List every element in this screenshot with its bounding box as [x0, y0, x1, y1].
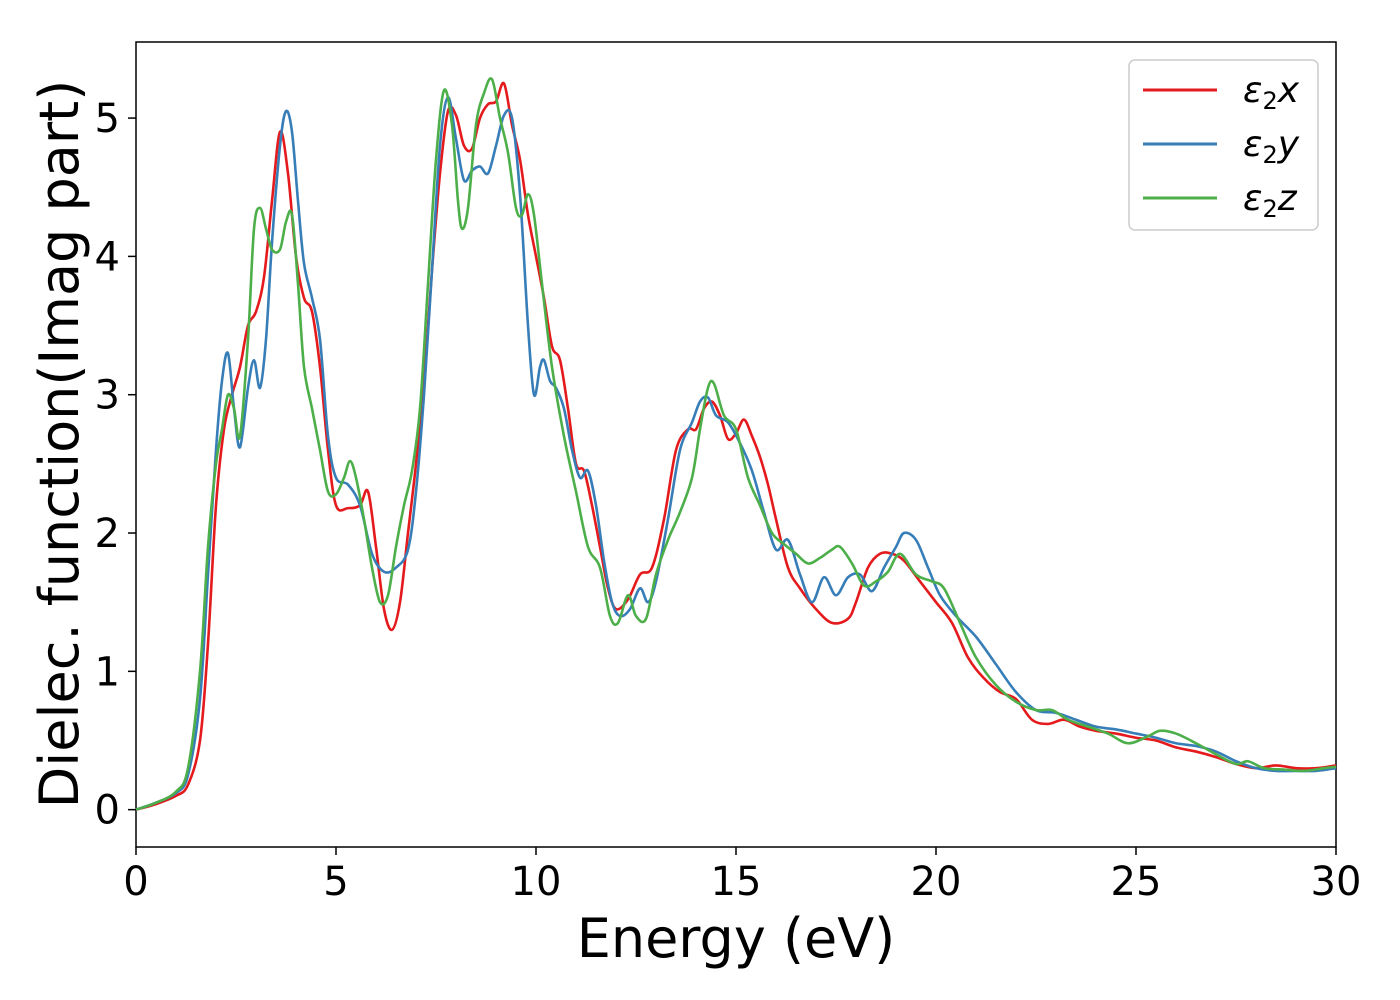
series-line-y — [135, 96, 1337, 811]
y-tick-label: 4 — [95, 234, 120, 280]
x-tick-label: 20 — [911, 859, 962, 905]
x-tick-label: 30 — [1311, 859, 1362, 905]
y-tick-label: 0 — [95, 788, 120, 834]
x-axis-ticks: 0 5 10 15 20 25 30 — [123, 847, 1361, 905]
x-tick-label: 0 — [123, 859, 148, 905]
legend-label-z: ε2z — [1243, 178, 1298, 223]
y-tick-label: 5 — [95, 96, 120, 142]
x-tick-label: 15 — [711, 859, 762, 905]
legend-box — [1128, 59, 1319, 231]
y-tick-label: 3 — [95, 373, 120, 419]
legend: ε2x ε2y ε2z — [1128, 59, 1319, 231]
x-tick-label: 10 — [511, 859, 562, 905]
series-line-z — [135, 77, 1337, 811]
x-axis-label: Energy (eV) — [577, 907, 896, 970]
legend-label-x: ε2x — [1243, 70, 1300, 115]
y-axis-label: Dielec. function(Imag part) — [28, 80, 91, 809]
series-line-x — [135, 81, 1337, 811]
y-axis-ticks: 0 1 2 3 4 5 — [95, 96, 136, 834]
y-tick-label: 2 — [95, 511, 120, 557]
series-layer — [135, 77, 1337, 811]
legend-label-y: ε2y — [1243, 124, 1300, 169]
x-tick-label: 25 — [1111, 859, 1162, 905]
y-tick-label: 1 — [95, 649, 120, 695]
x-tick-label: 5 — [323, 859, 348, 905]
